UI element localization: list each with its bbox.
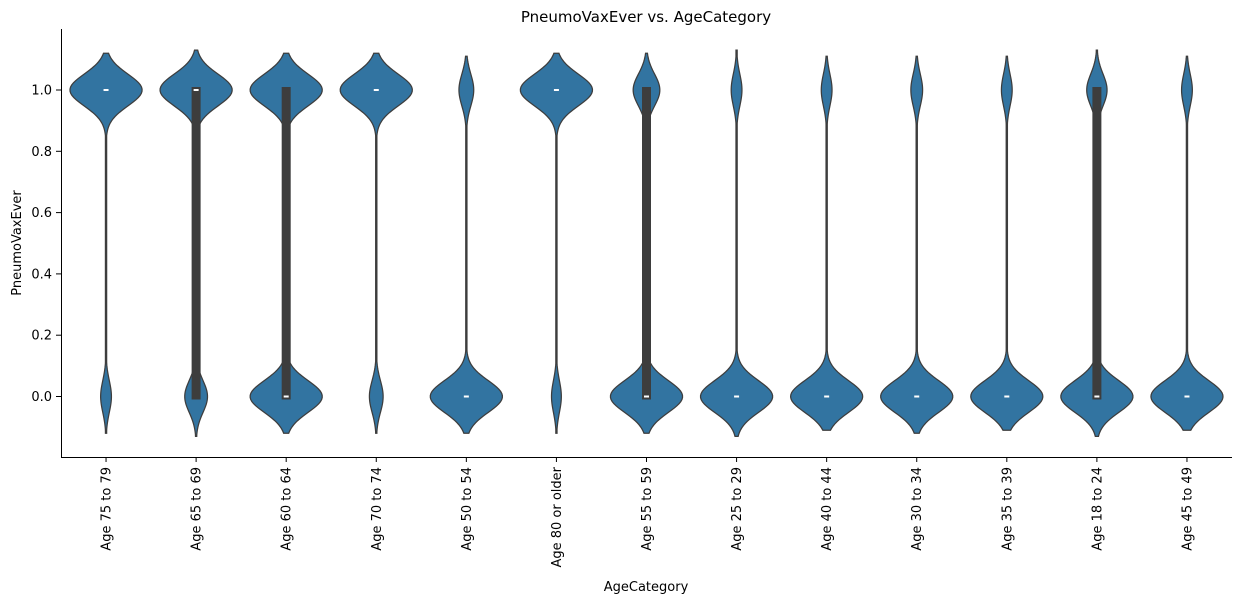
violin-median — [644, 395, 649, 398]
violin-body — [699, 49, 774, 437]
violin-body — [789, 55, 864, 431]
violin-median — [103, 89, 109, 91]
x-tick-label: Age 40 to 44 — [820, 467, 835, 551]
violin-body — [880, 55, 954, 434]
violin-body — [69, 52, 143, 434]
x-ticks: Age 75 to 79 Age 65 to 69 Age 60 to 64 Age … — [100, 457, 1195, 568]
violin-iqr-box — [281, 87, 291, 400]
x-tick-label: Age 55 to 59 — [640, 467, 655, 551]
violin-body — [339, 52, 413, 434]
violin-median — [463, 395, 469, 398]
violin-median — [1094, 395, 1100, 398]
x-tick-label: Age 35 to 39 — [1000, 467, 1015, 551]
y-tick-label: 0.2 — [31, 329, 52, 344]
violin-body — [970, 55, 1044, 431]
violin-body — [519, 52, 594, 434]
y-axis-label: PneumoVaxEver — [10, 190, 25, 296]
violin-median — [193, 89, 199, 91]
x-tick-label: Age 25 to 29 — [730, 467, 745, 551]
violin-median — [283, 395, 289, 398]
x-tick-label: Age 80 or older — [550, 466, 565, 567]
y-ticks: 0.0 0.2 0.4 0.6 0.8 1.0 — [31, 84, 61, 405]
violin-median — [914, 395, 920, 398]
violins-group — [69, 49, 1224, 437]
y-tick-label: 0.8 — [31, 145, 52, 160]
x-tick-label: Age 18 to 24 — [1090, 467, 1105, 551]
x-tick-label: Age 75 to 79 — [100, 467, 115, 551]
y-tick-label: 1.0 — [31, 84, 52, 99]
violin-body — [429, 55, 504, 434]
violin-body — [1150, 55, 1224, 431]
x-tick-label: Age 65 to 69 — [190, 467, 205, 551]
y-tick-label: 0.4 — [31, 267, 52, 282]
violin-iqr-box — [191, 87, 201, 400]
x-tick-label: Age 70 to 74 — [370, 467, 385, 551]
x-tick-label: Age 30 to 34 — [910, 467, 925, 551]
violin-median — [824, 395, 830, 398]
x-axis-label: AgeCategory — [604, 580, 689, 595]
violin-iqr-box — [1092, 87, 1102, 400]
violin-median — [373, 89, 379, 91]
x-tick-label: Age 60 to 64 — [280, 467, 295, 551]
chart-title: PneumoVaxEver vs. AgeCategory — [521, 8, 771, 26]
x-tick-label: Age 50 to 54 — [460, 467, 475, 551]
violin-median — [1004, 395, 1010, 398]
violin-median — [1184, 395, 1190, 398]
y-tick-label: 0.6 — [31, 206, 52, 221]
violin-median — [553, 89, 559, 91]
violin-iqr-box — [642, 87, 651, 400]
violin-median — [734, 395, 740, 398]
y-tick-label: 0.0 — [31, 390, 52, 405]
x-tick-label: Age 45 to 49 — [1180, 467, 1195, 551]
